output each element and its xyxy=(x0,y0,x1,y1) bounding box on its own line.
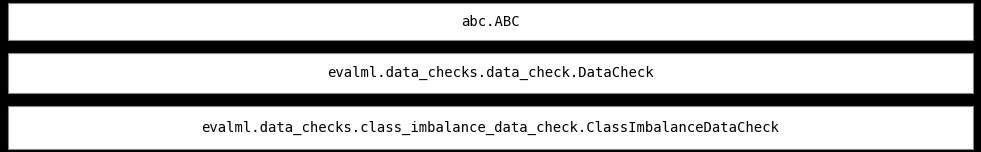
Text: evalml.data_checks.class_imbalance_data_check.ClassImbalanceDataCheck: evalml.data_checks.class_imbalance_data_… xyxy=(201,120,780,135)
FancyBboxPatch shape xyxy=(8,53,973,93)
Text: evalml.data_checks.data_check.DataCheck: evalml.data_checks.data_check.DataCheck xyxy=(328,66,653,80)
FancyBboxPatch shape xyxy=(8,106,973,149)
Text: abc.ABC: abc.ABC xyxy=(461,14,520,29)
FancyBboxPatch shape xyxy=(8,3,973,40)
